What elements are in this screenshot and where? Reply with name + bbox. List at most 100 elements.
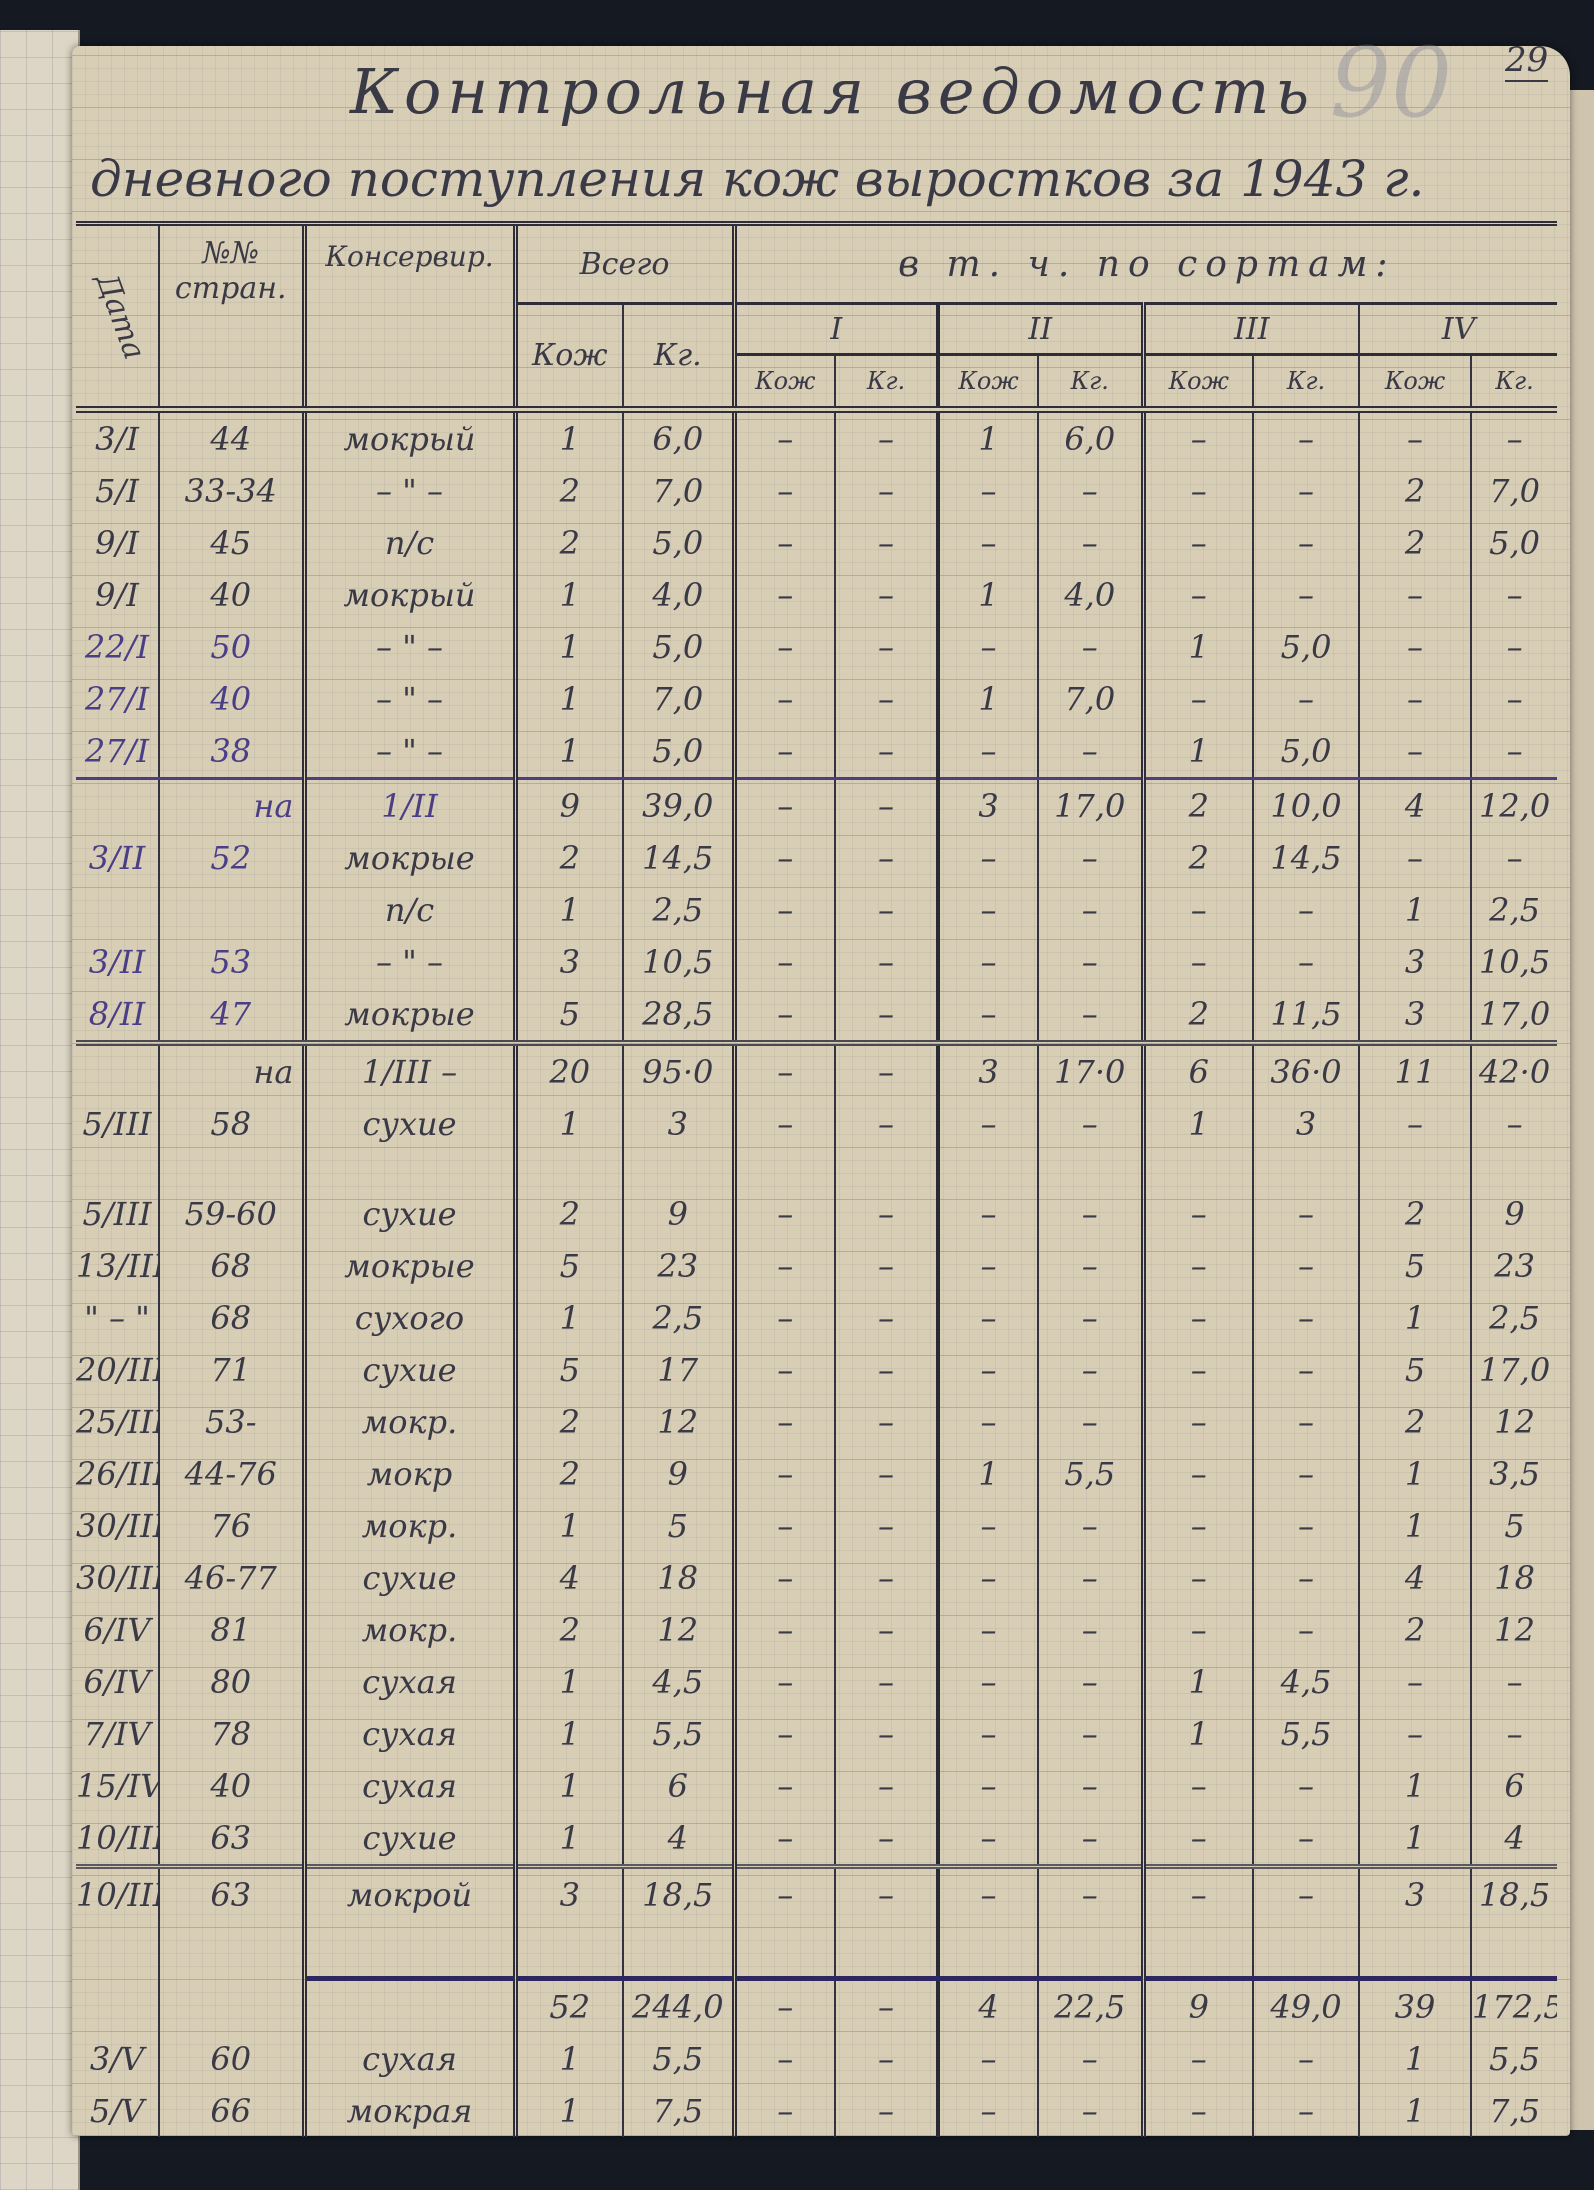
header-grade-3: III (1140, 302, 1360, 355)
table-row: 7/IV 78 сухая 1 5,5– – – –1 5,5– – (76, 1708, 1558, 1760)
cell-grade-3-pieces: 1 (1140, 1656, 1254, 1708)
cell-preservation: 1/III – (301, 1040, 515, 1098)
cell-date: 25/III (76, 1403, 159, 1441)
cell-grade-2-pieces: – (936, 884, 1039, 936)
ledger-rows: 3/I 44 мокрый 1 6,0– –1 6,0– – – –5/I 33-34– " –2 7… (76, 409, 1558, 2137)
cell-page-no: 45 (158, 517, 304, 569)
cell-grade-4-pieces: 5 (1358, 1240, 1472, 1292)
cell-date: 5/III (82, 1105, 152, 1143)
cell-grade-1-pieces: – (731, 1864, 836, 1921)
cell-total-pieces: 4 (512, 1552, 623, 1604)
cell-grade-2-pieces: – (936, 1812, 1039, 1867)
cell-grade-4-kg: – (1470, 409, 1558, 465)
cell-total-kg: 7,0 (621, 673, 735, 725)
cell-grade-3-pieces: 2 (1140, 832, 1254, 884)
cell-date: 10/III (76, 1819, 159, 1857)
header-grade-3-pieces: Кож (1140, 353, 1254, 413)
cell-grade-3-kg: 10,0 (1252, 777, 1360, 832)
cell-grade-3-pieces: – (1140, 465, 1254, 517)
cell-grade-3-kg: 36·0 (1252, 1040, 1360, 1098)
header-by-grade: в т. ч. по сортам: (731, 221, 1558, 304)
cell-grade-4-kg: 6 (1470, 1760, 1558, 1812)
cell-total-kg: 23 (621, 1240, 735, 1292)
cell-grade-2-kg: – (1037, 1396, 1144, 1448)
cell-date (76, 1040, 159, 1098)
cell-grade-1-pieces: – (731, 1656, 836, 1708)
cell-total-kg: 5,0 (621, 621, 735, 673)
cell-total-kg: 5,0 (621, 725, 735, 779)
cell-grade-3-pieces: 2 (1140, 988, 1254, 1043)
table-row: 3/I 44 мокрый 1 6,0– –1 6,0– – – – (76, 409, 1558, 465)
cell-grade-2-pieces: – (936, 2085, 1039, 2137)
cell-page-no: 78 (158, 1708, 304, 1760)
cell-date: 3/II (88, 943, 146, 981)
table-row: 10/III 63 сухие 1 4– – – – – –1 4 (76, 1812, 1558, 1867)
cell-grade-2-pieces: – (936, 517, 1039, 569)
cell-preservation: – " – (301, 465, 515, 517)
cell-date (76, 777, 159, 832)
cell-grade-1-kg: – (834, 1396, 939, 1448)
cell-grade-3-kg: 5,0 (1252, 725, 1360, 779)
cell-grade-4-pieces: 1 (1358, 884, 1472, 936)
cell-preservation: мокр. (301, 1604, 515, 1656)
cell-grade-2-kg: – (1037, 1344, 1144, 1396)
cell-grade-2-kg: – (1037, 1098, 1144, 1150)
cell-date: 6/IV (83, 1663, 151, 1701)
cell-grade-2-pieces: 4 (936, 1976, 1039, 2033)
cell-grade-2-kg: – (1037, 621, 1144, 673)
cell-grade-3-pieces: – (1140, 1188, 1254, 1240)
cell-preservation: сухие (301, 1344, 515, 1396)
cell-grade-2-pieces: – (936, 725, 1039, 779)
cell-grade-4-pieces: 11 (1358, 1040, 1472, 1098)
cell-date: 5/I (95, 472, 139, 510)
cell-grade-2-kg: – (1037, 1708, 1144, 1760)
cell-grade-3-kg: – (1252, 1188, 1360, 1240)
cell-grade-4-pieces: 2 (1358, 1604, 1472, 1656)
cell-grade-1-pieces: – (731, 569, 836, 621)
header-total-kg: Кг. (621, 302, 735, 413)
cell-grade-2-kg: – (1037, 884, 1144, 936)
table-row: 5/I 33-34– " –2 7,0– – – – – –2 7,0 (76, 465, 1558, 517)
cell-date: 15/IV (76, 1767, 159, 1805)
table-row: 3/V 60 сухая 1 5,5– – – – – –1 5,5 (76, 2033, 1558, 2085)
cell-grade-1-pieces: – (731, 1396, 836, 1448)
cell-preservation: сухие (301, 1552, 515, 1604)
cell-grade-2-pieces: – (936, 2033, 1039, 2085)
cell-grade-3-pieces: 1 (1140, 1098, 1254, 1150)
cell-grade-4-pieces: 2 (1358, 1188, 1472, 1240)
cell-date: 27/I (84, 680, 150, 718)
cell-grade-2-pieces: – (936, 1240, 1039, 1292)
cell-total-kg: 6,0 (621, 409, 735, 465)
cell-grade-1-kg: – (834, 517, 939, 569)
cell-grade-1-kg: – (834, 1976, 939, 2033)
cell-total-kg: 14,5 (621, 832, 735, 884)
cell-grade-3-kg: – (1252, 2033, 1360, 2085)
cell-preservation: – " – (301, 673, 515, 725)
cell-page-no (158, 884, 304, 936)
cell-grade-1-kg: – (834, 2033, 939, 2085)
cell-page-no: 80 (158, 1656, 304, 1708)
cell-grade-1-kg: – (834, 621, 939, 673)
cell-total-kg: 2,5 (621, 884, 735, 936)
cell-date: 22/I (84, 628, 150, 666)
cell-grade-4-pieces: 5 (1358, 1344, 1472, 1396)
cell-total-kg: 7,5 (621, 2085, 735, 2137)
cell-grade-1-pieces: – (731, 1098, 836, 1150)
cell-preservation: сухая (301, 1760, 515, 1812)
cell-grade-2-kg: – (1037, 1188, 1144, 1240)
cell-preservation: мокр (301, 1448, 515, 1500)
cell-grade-4-kg: – (1470, 1656, 1558, 1708)
cell-preservation: мокрой (301, 1864, 515, 1921)
pencil-archive-number: 90 (1330, 27, 1453, 139)
cell-total-kg: 95·0 (621, 1040, 735, 1098)
cell-grade-1-pieces: – (731, 2085, 836, 2137)
cell-grade-2-kg: – (1037, 725, 1144, 779)
cell-total-pieces: 20 (512, 1040, 623, 1098)
cell-grade-3-kg: – (1252, 1864, 1360, 1921)
cell-grade-3-pieces: – (1140, 1760, 1254, 1812)
cell-grade-1-kg: – (834, 465, 939, 517)
cell-page-no: 63 (158, 1864, 304, 1921)
cell-page-no: 52 (158, 832, 304, 884)
cell-grade-3-kg: – (1252, 1812, 1360, 1867)
cell-grade-1-kg: – (834, 1812, 939, 1867)
